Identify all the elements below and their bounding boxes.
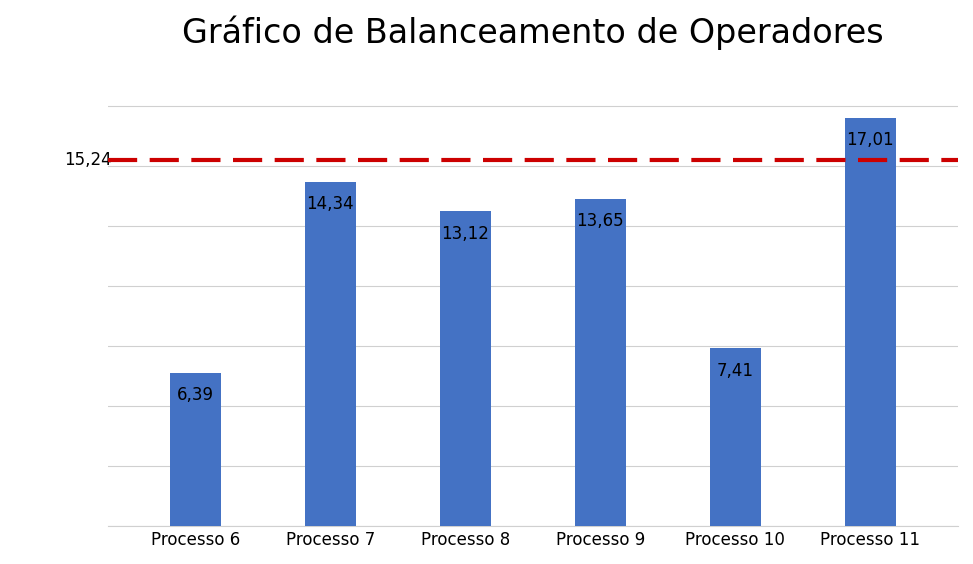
Title: Gráfico de Balanceamento de Operadores: Gráfico de Balanceamento de Operadores xyxy=(182,15,883,50)
Text: 13,12: 13,12 xyxy=(442,224,489,243)
Bar xyxy=(575,199,626,526)
Text: 14,34: 14,34 xyxy=(306,195,354,213)
Bar xyxy=(845,118,896,526)
Text: 6,39: 6,39 xyxy=(177,386,214,404)
Text: 17,01: 17,01 xyxy=(847,131,894,149)
Text: 13,65: 13,65 xyxy=(577,212,624,230)
Text: 7,41: 7,41 xyxy=(717,362,754,380)
Bar xyxy=(305,182,356,526)
Bar xyxy=(169,373,221,526)
Text: 15,24: 15,24 xyxy=(64,152,112,170)
Bar xyxy=(709,349,761,526)
Bar xyxy=(440,212,491,526)
